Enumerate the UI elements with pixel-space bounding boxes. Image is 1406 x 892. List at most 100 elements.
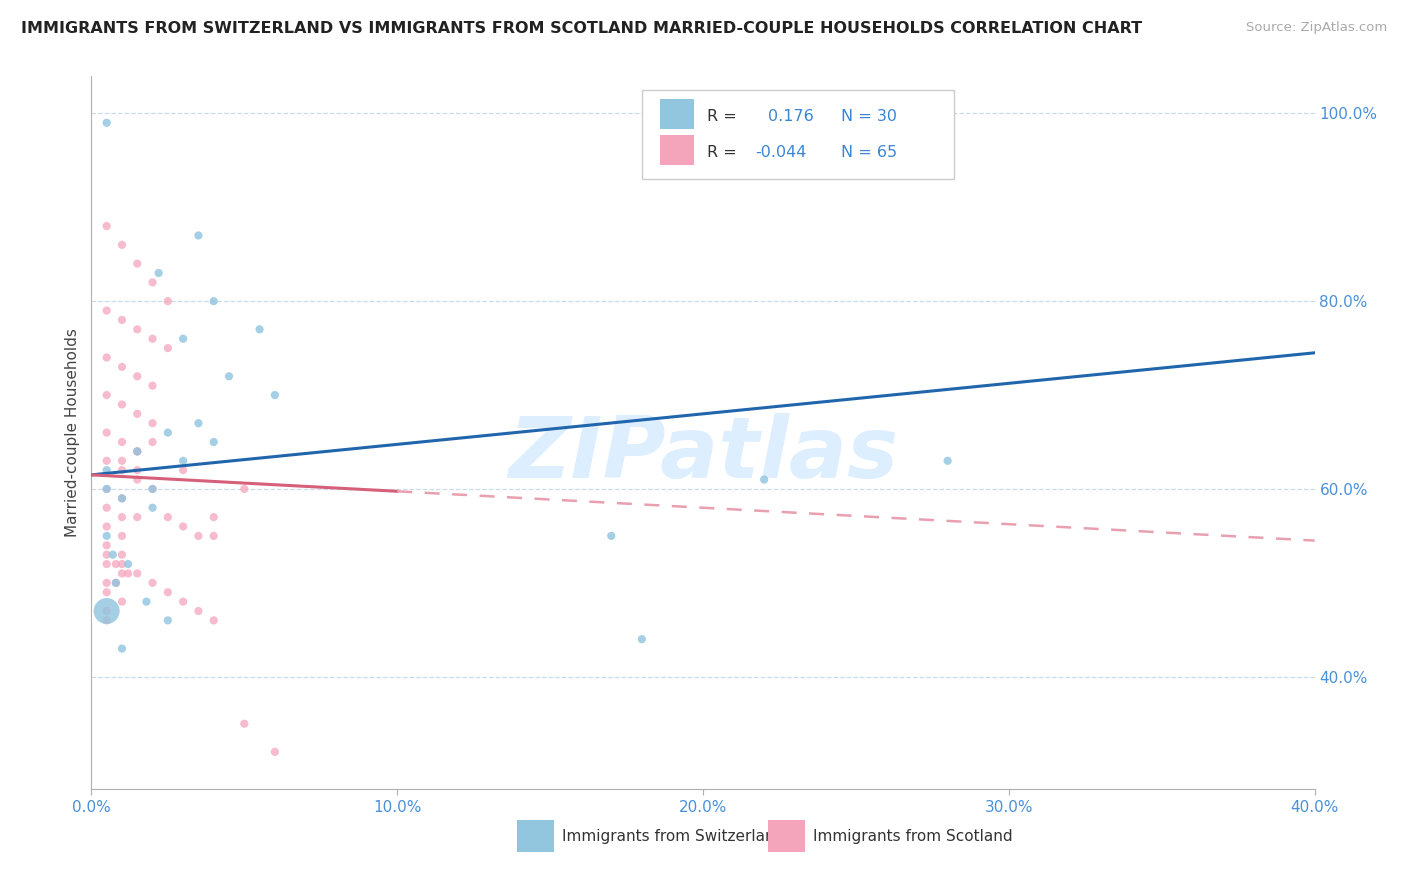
Point <box>156 294 179 309</box>
Point <box>141 332 163 346</box>
Point <box>96 548 118 562</box>
Point <box>141 416 163 430</box>
Text: Immigrants from Scotland: Immigrants from Scotland <box>813 829 1012 844</box>
FancyBboxPatch shape <box>768 820 804 852</box>
Point <box>96 604 118 618</box>
Point <box>111 548 134 562</box>
Point <box>111 566 134 581</box>
Point <box>187 529 209 543</box>
Text: N = 65: N = 65 <box>841 145 897 160</box>
Point <box>96 519 118 533</box>
Point <box>96 585 118 599</box>
Point <box>156 510 179 524</box>
Point <box>156 425 179 440</box>
Point <box>111 237 134 252</box>
Point <box>141 276 163 290</box>
Point <box>96 529 118 543</box>
Text: Immigrants from Switzerland: Immigrants from Switzerland <box>562 829 785 844</box>
Point <box>111 435 134 450</box>
Point <box>117 557 139 571</box>
Point <box>111 594 134 608</box>
Point <box>111 557 134 571</box>
Point <box>187 416 209 430</box>
Point <box>96 303 118 318</box>
Point <box>111 529 134 543</box>
Point <box>187 604 209 618</box>
Point <box>111 491 134 506</box>
Point <box>96 575 118 590</box>
Point <box>156 585 179 599</box>
Point <box>233 482 256 496</box>
Point <box>111 641 134 656</box>
Point <box>96 388 118 402</box>
Point <box>135 594 157 608</box>
Text: ZIPatlas: ZIPatlas <box>508 412 898 496</box>
Point <box>111 313 134 327</box>
Point <box>936 454 959 468</box>
Point <box>127 369 149 384</box>
Point <box>202 435 225 450</box>
Point <box>202 294 225 309</box>
Text: Source: ZipAtlas.com: Source: ZipAtlas.com <box>1247 21 1388 34</box>
Point <box>187 228 209 243</box>
Point <box>172 519 194 533</box>
Point <box>218 369 240 384</box>
Point <box>96 604 118 618</box>
Point <box>96 219 118 233</box>
Point <box>127 322 149 336</box>
Point <box>96 351 118 365</box>
Text: -0.044: -0.044 <box>755 145 807 160</box>
FancyBboxPatch shape <box>661 99 695 129</box>
Point <box>101 548 124 562</box>
Point <box>127 463 149 477</box>
Point <box>111 454 134 468</box>
Point <box>156 341 179 355</box>
Point <box>96 482 118 496</box>
FancyBboxPatch shape <box>661 135 695 165</box>
Point <box>104 575 127 590</box>
Point <box>111 491 134 506</box>
Point <box>141 482 163 496</box>
Point <box>249 322 271 336</box>
Point <box>96 614 118 628</box>
Point <box>233 716 256 731</box>
Point <box>141 378 163 392</box>
Point <box>127 444 149 458</box>
Point <box>141 482 163 496</box>
Point <box>127 510 149 524</box>
Point <box>264 745 287 759</box>
Point <box>96 557 118 571</box>
FancyBboxPatch shape <box>517 820 554 852</box>
Point <box>172 332 194 346</box>
Point <box>754 473 776 487</box>
Point <box>127 473 149 487</box>
Y-axis label: Married-couple Households: Married-couple Households <box>65 328 80 537</box>
Point <box>127 566 149 581</box>
Point <box>127 444 149 458</box>
Point <box>96 500 118 515</box>
Point <box>111 359 134 374</box>
Point <box>111 463 134 477</box>
Point <box>141 575 163 590</box>
Point <box>156 614 179 628</box>
Text: R =: R = <box>707 145 737 160</box>
Point <box>96 482 118 496</box>
Point <box>127 257 149 271</box>
Point <box>127 407 149 421</box>
Point <box>141 435 163 450</box>
Point <box>600 529 623 543</box>
FancyBboxPatch shape <box>643 90 953 179</box>
Point <box>141 500 163 515</box>
Point <box>104 575 127 590</box>
Point <box>127 444 149 458</box>
Text: IMMIGRANTS FROM SWITZERLAND VS IMMIGRANTS FROM SCOTLAND MARRIED-COUPLE HOUSEHOLD: IMMIGRANTS FROM SWITZERLAND VS IMMIGRANT… <box>21 21 1142 36</box>
Text: R =: R = <box>707 109 737 124</box>
Point <box>172 594 194 608</box>
Text: 0.176: 0.176 <box>768 109 814 124</box>
Point <box>172 454 194 468</box>
Point <box>148 266 170 280</box>
Point <box>202 529 225 543</box>
Point <box>96 116 118 130</box>
Point <box>104 557 127 571</box>
Point <box>117 566 139 581</box>
